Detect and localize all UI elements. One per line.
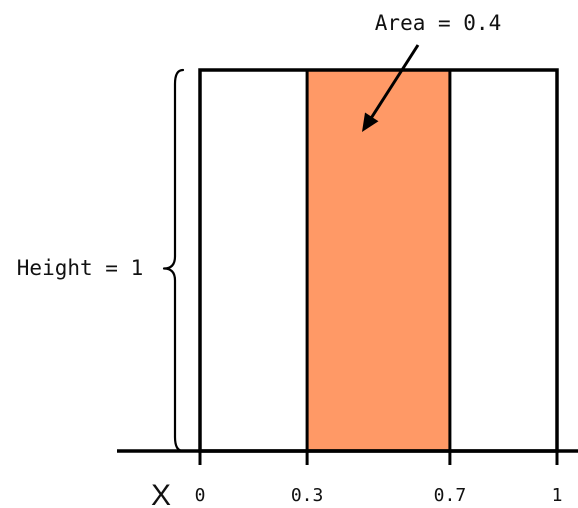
x-tick-label: 0.7: [434, 485, 467, 506]
x-tick-label: 0.3: [291, 485, 324, 506]
x-axis-ticks: 0 0.3 0.7 1: [195, 451, 563, 506]
area-arrow-shaft: [366, 44, 420, 124]
height-brace: [162, 68, 185, 453]
x-tick-label: 1: [552, 485, 563, 506]
height-label: Height = 1: [17, 256, 143, 280]
area-label: Area = 0.4: [375, 11, 501, 35]
shaded-area-region: [305, 68, 452, 453]
area-arrow-head: [362, 112, 379, 132]
x-tick-label: 0: [195, 485, 206, 506]
x-axis-variable-label: X: [151, 479, 171, 508]
